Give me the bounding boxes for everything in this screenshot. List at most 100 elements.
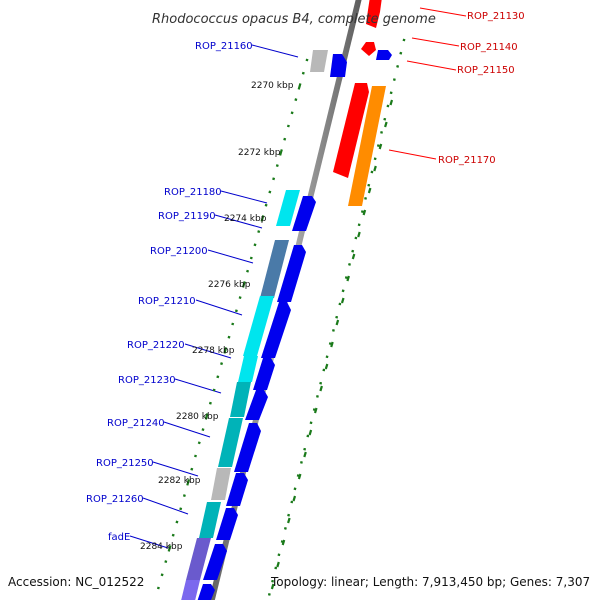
gene-rop-21200[interactable] <box>277 245 306 302</box>
gene-rop-21220[interactable] <box>253 358 275 390</box>
minor-tick <box>231 322 235 326</box>
gene-fade[interactable] <box>203 544 227 580</box>
minor-tick <box>300 461 303 464</box>
minor-tick <box>335 315 339 319</box>
minor-tick <box>253 243 257 247</box>
label-rop-21250[interactable]: ROP_21250 <box>96 458 154 469</box>
minor-tick <box>364 197 367 200</box>
tick-label-2284: 2284 kbp <box>140 542 183 552</box>
label-rop-21200[interactable]: ROP_21200 <box>150 246 208 257</box>
minor-tick <box>380 131 383 134</box>
axis-tick-labels: 2270 kbp 2272 kbp 2274 kbp 2276 kbp 2278… <box>140 81 294 552</box>
minor-tick <box>197 441 201 445</box>
label-rop-21150[interactable]: ROP_21150 <box>457 65 515 76</box>
minor-tick <box>344 276 348 280</box>
minor-tick <box>234 309 238 313</box>
gene-rop-21210[interactable] <box>261 302 291 358</box>
minor-tick <box>272 177 276 181</box>
minor-tick <box>367 183 371 187</box>
major-tick <box>297 83 302 90</box>
minor-tick <box>249 256 253 260</box>
forward-genes <box>333 0 392 206</box>
minor-tick <box>246 269 250 273</box>
minor-tick <box>305 58 309 62</box>
outer-dash <box>281 539 286 546</box>
label-rop-21230[interactable]: ROP_21230 <box>118 375 176 386</box>
tick-label-2282: 2282 kbp <box>158 476 201 486</box>
outer-dash <box>373 165 377 172</box>
label-rop-21160[interactable]: ROP_21160 <box>195 41 253 52</box>
gene-rop-21250-cog <box>211 468 231 500</box>
outer-dash <box>292 495 297 502</box>
outer-dash <box>367 187 372 194</box>
tick-label-2278: 2278 kbp <box>192 346 235 356</box>
gene-rop-21170[interactable] <box>333 83 369 178</box>
outer-dash <box>378 143 383 150</box>
minor-tick <box>257 230 261 234</box>
gene-rop-21140[interactable] <box>361 42 376 56</box>
minor-tick <box>386 104 390 108</box>
label-rop-21260[interactable]: ROP_21260 <box>86 494 144 505</box>
label-rop-21140[interactable]: ROP_21140 <box>460 42 518 53</box>
minor-tick <box>354 236 358 240</box>
label-rop-21130[interactable]: ROP_21130 <box>467 11 525 22</box>
minor-tick <box>283 526 287 530</box>
outer-dash <box>276 561 280 568</box>
minor-tick <box>160 573 164 577</box>
gene-rop-21200-cog <box>260 240 289 298</box>
reverse-gene-labels: ROP_21160 ROP_21180 ROP_21190 ROP_21200 … <box>86 41 253 543</box>
minor-tick <box>190 467 194 471</box>
minor-tick <box>274 566 278 570</box>
minor-tick <box>267 593 271 596</box>
gene-rop-21180-cog <box>276 190 300 226</box>
major-tick <box>204 413 209 420</box>
tick-label-2270: 2270 kbp <box>251 81 294 91</box>
label-rop-21180[interactable]: ROP_21180 <box>164 187 222 198</box>
minor-tick <box>306 434 310 438</box>
gene-rop-21130[interactable] <box>366 0 383 28</box>
minor-tick <box>348 262 351 266</box>
tick-track-outer-dashes <box>270 99 394 590</box>
gene-rop-21150[interactable] <box>376 50 392 60</box>
minor-tick <box>296 474 300 478</box>
outer-dash <box>357 231 361 238</box>
gene-next[interactable] <box>196 584 215 600</box>
label-rop-21170[interactable]: ROP_21170 <box>438 155 496 166</box>
tick-track-outer-right <box>267 38 406 596</box>
label-fade[interactable]: fadE <box>108 532 130 543</box>
gene-next-cog <box>181 580 200 600</box>
gene-rop-21260[interactable] <box>216 508 238 540</box>
gene-rop-21240[interactable] <box>234 423 261 472</box>
leader-lines-forward <box>388 7 467 160</box>
label-rop-21220[interactable]: ROP_21220 <box>127 340 185 351</box>
outer-dash <box>324 363 329 370</box>
gene-rop-21250[interactable] <box>226 473 248 506</box>
gene-rop-21210-cog <box>243 296 274 356</box>
minor-tick <box>338 302 342 306</box>
label-rop-21240[interactable]: ROP_21240 <box>107 418 165 429</box>
label-rop-21190[interactable]: ROP_21190 <box>158 211 216 222</box>
minor-tick <box>271 579 274 583</box>
gene-rop-21160-cog <box>310 50 328 72</box>
tick-label-2274: 2274 kbp <box>224 214 267 224</box>
tick-label-2276: 2276 kbp <box>208 280 251 290</box>
minor-tick <box>319 381 323 385</box>
gene-rop-21160[interactable] <box>330 54 347 77</box>
minor-tick <box>341 289 345 293</box>
gene-rop-21170-cog <box>348 86 386 206</box>
minor-tick <box>351 249 355 253</box>
minor-tick <box>383 117 387 121</box>
gene-rop-21180[interactable] <box>292 196 316 231</box>
gene-fade-cog <box>186 538 211 580</box>
label-rop-21210[interactable]: ROP_21210 <box>138 296 196 307</box>
gene-rop-21230[interactable] <box>245 390 268 420</box>
minor-tick <box>194 454 197 458</box>
minor-tick <box>328 342 332 345</box>
minor-tick <box>286 124 290 128</box>
minor-tick <box>389 91 393 95</box>
minor-tick <box>402 38 406 42</box>
tick-label-2280: 2280 kbp <box>176 412 219 422</box>
minor-tick <box>396 64 400 68</box>
minor-tick <box>164 560 168 564</box>
